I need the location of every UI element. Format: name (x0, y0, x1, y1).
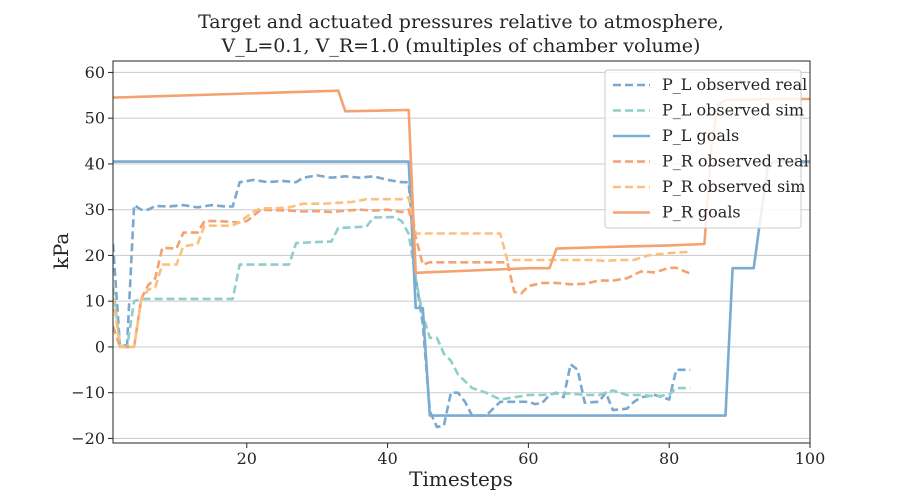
x-tick-label: 40 (377, 449, 397, 468)
chart-title-line1: Target and actuated pressures relative t… (198, 11, 724, 33)
y-tick-label: 40 (85, 154, 105, 173)
x-tick-label: 100 (795, 449, 826, 468)
legend-label: P_L observed real (662, 75, 807, 94)
y-tick-label: 60 (85, 63, 105, 82)
legend-label: P_L observed sim (662, 101, 804, 120)
y-tick-label: 20 (85, 246, 105, 265)
y-tick-label: −20 (71, 429, 105, 448)
legend-box (604, 69, 802, 229)
legend-label: P_L goals (662, 126, 739, 145)
legend-label: P_R observed sim (662, 177, 805, 196)
y-axis-title: kPa (49, 233, 73, 270)
series-line-p-r-observed-sim (113, 196, 691, 349)
x-axis-title: Timesteps (409, 467, 513, 491)
series-lines (113, 89, 810, 429)
y-tick-label: 30 (85, 200, 105, 219)
y-tick-label: −10 (71, 383, 105, 402)
y-tick-label: 0 (95, 337, 105, 356)
series-line-p-r-observed-real (113, 208, 691, 349)
grid (113, 71, 810, 440)
plot-area (112, 60, 811, 444)
axis-ticks: −20 −10 0 10 20 30 40 50 60 20 40 60 80 100 (71, 63, 825, 468)
chart-title-line2: V_L=0.1, V_R=1.0 (multiples of chamber v… (221, 35, 701, 57)
legend-label: P_R observed real (662, 152, 809, 171)
y-tick-label: 50 (85, 109, 105, 128)
series-line-p-l-observed-sim (113, 215, 691, 401)
legend-label: P_R goals (662, 203, 741, 222)
y-tick-label: 10 (85, 292, 105, 311)
x-tick-label: 20 (237, 449, 257, 468)
legend: P_L observed real P_L observed sim P_L goa… (604, 69, 809, 229)
x-tick-label: 80 (659, 449, 679, 468)
x-tick-label: 60 (518, 449, 538, 468)
